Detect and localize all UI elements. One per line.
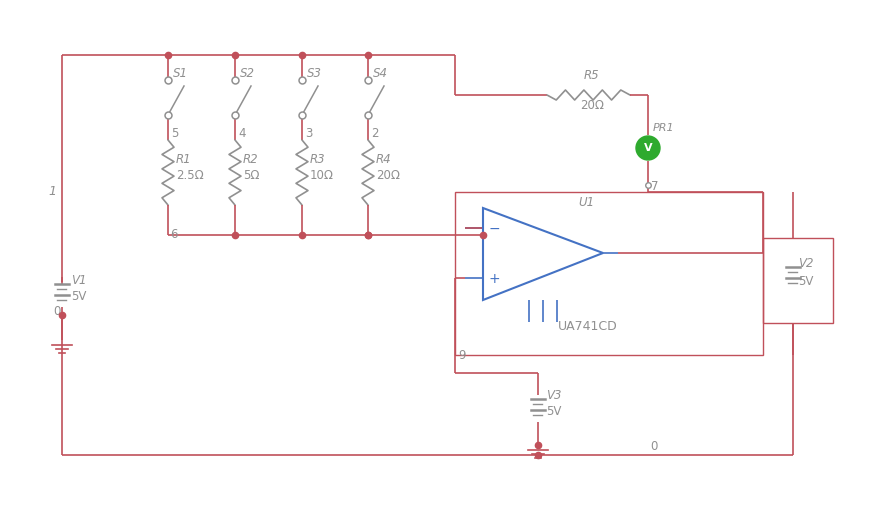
Bar [454, 192, 762, 355]
Text: U1: U1 [577, 196, 594, 209]
Text: 20Ω: 20Ω [580, 99, 603, 112]
Text: 7: 7 [650, 180, 658, 193]
Text: 6: 6 [170, 228, 177, 241]
Text: R1: R1 [175, 153, 191, 166]
Text: 20Ω: 20Ω [375, 169, 400, 182]
Text: R3: R3 [310, 153, 325, 166]
Text: S2: S2 [239, 67, 254, 80]
Text: V1: V1 [71, 274, 87, 287]
Text: 10Ω: 10Ω [310, 169, 333, 182]
Text: 0: 0 [53, 305, 61, 318]
Text: R5: R5 [583, 69, 598, 82]
Text: 5V: 5V [797, 275, 812, 288]
Bar [762, 238, 832, 323]
Text: 5: 5 [171, 127, 178, 140]
Text: 5Ω: 5Ω [243, 169, 260, 182]
Text: S3: S3 [307, 67, 322, 80]
Circle shape [635, 136, 660, 160]
Text: 2.5Ω: 2.5Ω [175, 169, 203, 182]
Text: 4: 4 [238, 127, 246, 140]
Text: 9: 9 [458, 349, 465, 362]
Text: 1: 1 [48, 185, 56, 198]
Text: V3: V3 [545, 389, 561, 402]
Text: 5V: 5V [71, 290, 86, 303]
Text: −: − [488, 222, 500, 236]
Text: R2: R2 [243, 153, 259, 166]
Text: 0: 0 [649, 440, 657, 453]
Text: S1: S1 [173, 67, 188, 80]
Text: UA741CD: UA741CD [558, 320, 617, 333]
Text: V: V [643, 143, 652, 153]
Text: 5V: 5V [545, 405, 560, 418]
Text: S4: S4 [373, 67, 388, 80]
Text: R4: R4 [375, 153, 391, 166]
Text: 2: 2 [371, 127, 378, 140]
Text: V2: V2 [797, 257, 813, 270]
Text: PR1: PR1 [652, 123, 674, 133]
Text: +: + [488, 272, 500, 286]
Text: 3: 3 [304, 127, 312, 140]
